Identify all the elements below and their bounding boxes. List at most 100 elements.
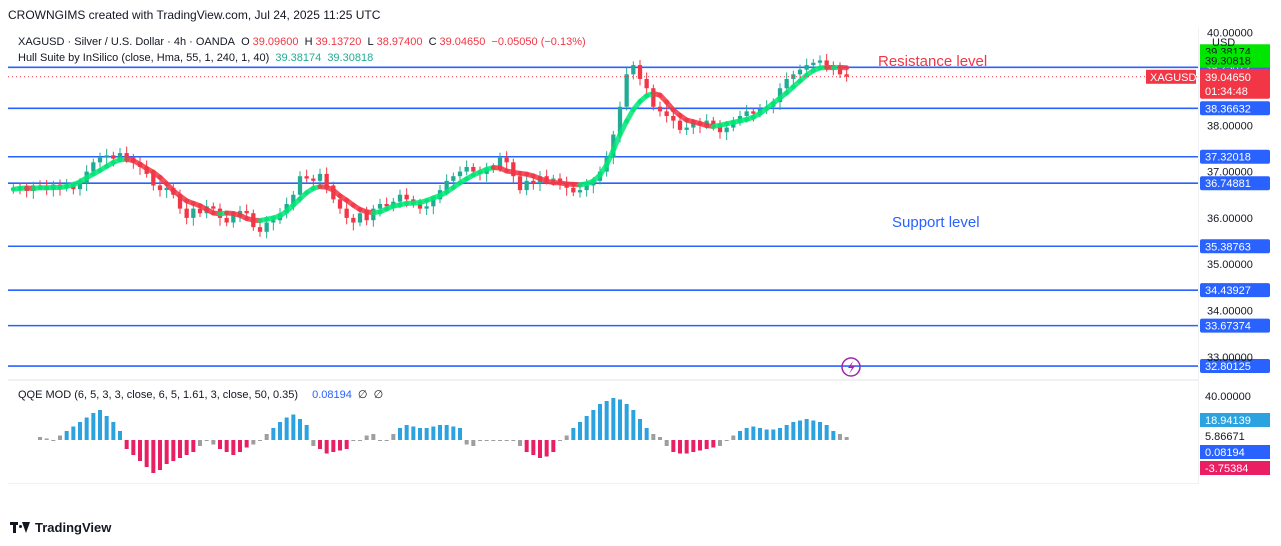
qqe-bar <box>738 431 742 440</box>
qqe-bar <box>844 437 849 440</box>
candle <box>837 62 843 79</box>
qqe-bar <box>518 440 522 446</box>
qqe-bar <box>264 434 269 440</box>
candle-body <box>571 187 576 193</box>
candle-body <box>631 65 636 75</box>
tradingview-footer[interactable]: TradingView <box>10 520 111 535</box>
qqe-bar <box>578 422 582 440</box>
candle-body <box>711 120 716 126</box>
qqe-bar <box>751 426 756 440</box>
candle <box>624 67 629 111</box>
candle-body <box>317 173 323 181</box>
qqe-bar <box>258 440 262 441</box>
hull-indicator-name[interactable]: Hull Suite by InSilico (close, Hma, 55, … <box>18 52 270 64</box>
qqe-bar <box>604 401 609 440</box>
candle-body <box>211 206 216 209</box>
candle-body <box>77 183 83 190</box>
candle-body <box>717 125 723 133</box>
qqe-axis-text: 5.86671 <box>1205 431 1245 443</box>
qqe-indicator-name[interactable]: QQE MOD (6, 5, 3, 3, close, 6, 5, 1.61, … <box>18 389 299 401</box>
candle-body <box>624 74 629 107</box>
candle <box>651 84 656 111</box>
qqe-bar <box>351 440 356 441</box>
candle-body <box>744 111 749 116</box>
qqe-value: 0.08194 <box>312 389 352 401</box>
level-badge-label: 35.38763 <box>1205 241 1251 253</box>
level-badge-bg <box>1200 359 1270 374</box>
qqe-axis-text: 40.00000 <box>1205 391 1251 403</box>
alert-icon[interactable] <box>841 357 861 377</box>
qqe-axis-badge-bg <box>1200 445 1270 459</box>
qqe-bar <box>684 440 689 454</box>
candle-body <box>104 155 109 158</box>
candle-body <box>271 220 276 223</box>
level-badge-bg <box>1200 318 1270 333</box>
chart-area[interactable]: XAGUSD1518202426Jul37911151720232529Aug5… <box>8 28 1198 503</box>
qqe-bar <box>691 440 696 452</box>
qqe-bar <box>664 440 669 446</box>
support-annotation[interactable]: Support level <box>892 214 980 231</box>
hull-badge-bg <box>1200 53 1270 68</box>
level-badge: 33.67374 <box>1200 318 1270 333</box>
candle-body <box>677 120 683 130</box>
qqe-bar <box>191 440 196 452</box>
hull-legend[interactable]: Hull Suite by InSilico (close, Hma, 55, … <box>18 52 376 64</box>
qqe-bar <box>584 416 589 440</box>
candle <box>811 59 816 69</box>
qqe-bar <box>811 420 816 440</box>
resistance-annotation[interactable]: Resistance level <box>878 53 988 70</box>
candle-body <box>524 180 529 191</box>
qqe-legend[interactable]: QQE MOD (6, 5, 3, 3, close, 6, 5, 1.61, … <box>18 388 386 401</box>
qqe-bar <box>251 440 256 445</box>
qqe-bar <box>104 416 109 440</box>
qqe-bar <box>778 428 782 440</box>
candle-body <box>191 208 196 218</box>
qqe-bar <box>798 420 802 440</box>
qqe-bar <box>144 440 149 467</box>
candle-body <box>291 194 296 204</box>
qqe-bar <box>278 422 282 440</box>
price-axis-svg[interactable]: 39.2507238.3663237.3201836.7488135.38763… <box>1197 28 1273 484</box>
qqe-bar <box>724 440 729 441</box>
qqe-bar <box>804 419 809 440</box>
symbol-legend[interactable]: XAGUSD · Silver / U.S. Dollar · 4h · OAN… <box>18 36 589 48</box>
candle <box>524 174 529 196</box>
candle-body <box>637 65 643 79</box>
qqe-bar <box>111 422 116 440</box>
qqe-bar <box>478 440 482 441</box>
chart-svg[interactable]: XAGUSD1518202426Jul37911151720232529Aug5… <box>8 28 1198 503</box>
candle-body <box>431 199 436 207</box>
qqe-bar <box>598 404 602 440</box>
alert-icon-ring <box>841 357 861 377</box>
candle-body <box>824 60 829 66</box>
qqe-bar <box>384 440 389 441</box>
candle-body <box>837 67 843 75</box>
candle-body <box>91 162 96 172</box>
qqe-bar <box>438 425 442 440</box>
qqe-bar <box>58 435 62 440</box>
qqe-bar <box>98 410 102 440</box>
price-tick-label: 37.00000 <box>1207 167 1253 179</box>
qqe-bar <box>611 398 616 440</box>
candle-body <box>791 74 796 79</box>
low-label: L <box>367 36 374 48</box>
qqe-bar <box>644 428 649 440</box>
price-axis[interactable]: 39.25072 38.36632 37.32018 36.74881 35.38763… <box>1197 28 1273 484</box>
qqe-bar <box>638 419 642 440</box>
qqe-bar <box>244 440 249 448</box>
qqe-bar <box>571 428 576 440</box>
candle-body <box>164 187 169 191</box>
qqe-bar <box>658 437 662 440</box>
qqe-bar <box>171 440 176 461</box>
qqe-bar <box>771 429 776 440</box>
candle <box>371 204 376 227</box>
symbol-title[interactable]: XAGUSD · Silver / U.S. Dollar · 4h · OAN… <box>18 36 235 48</box>
candle-body <box>404 194 409 200</box>
candle <box>671 112 676 129</box>
candle <box>157 180 163 197</box>
candle <box>464 160 469 176</box>
qqe-bar <box>504 440 509 441</box>
level-badge-label: 33.67374 <box>1205 321 1251 333</box>
candle <box>657 101 663 117</box>
candle-body <box>424 206 429 209</box>
